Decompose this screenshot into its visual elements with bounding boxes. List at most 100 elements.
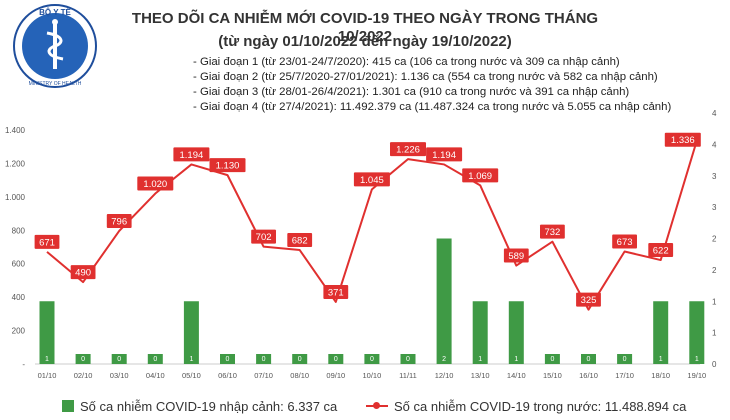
x-tick-label: 06/10 (218, 371, 237, 380)
bar-data-label: 1 (659, 356, 663, 363)
y-right-tick-label: 2 (712, 266, 717, 275)
legend-line-swatch (366, 402, 388, 409)
line-data-label: 589 (508, 251, 524, 262)
line-label-box (503, 248, 529, 263)
line-data-label: 1.226 (396, 145, 420, 156)
x-tick-label: 10/10 (363, 371, 382, 380)
x-tick-label: 01/10 (38, 371, 57, 380)
x-tick-label: 04/10 (146, 371, 165, 380)
y-left-tick-label: 1.000 (5, 193, 26, 202)
line-data-label: 732 (544, 227, 560, 238)
bar-mark (328, 354, 344, 364)
bar-data-label: 0 (117, 356, 121, 363)
line-data-label: 1.130 (216, 161, 240, 172)
bar-data-label: 0 (587, 356, 591, 363)
phase-3-text: - Giai đoạn 3 (từ 28/01-26/4/2021): 1.30… (193, 86, 630, 98)
x-tick-label: 16/10 (579, 371, 598, 380)
bar-data-label: 0 (623, 356, 627, 363)
line-data-label: 371 (328, 287, 344, 298)
y-left-tick-label: - (22, 360, 25, 369)
legend-bar-swatch (62, 400, 74, 412)
chart-subtitle: (từ ngày 01/10/2022 đến ngày 19/10/2022) (218, 33, 512, 50)
bar-data-label: 1 (45, 356, 49, 363)
y-left-tick-label: 600 (12, 260, 26, 269)
line-label-box (323, 284, 349, 299)
x-tick-label: 15/10 (543, 371, 562, 380)
line-data-label: 1.336 (671, 135, 695, 146)
line-data-label: 1.045 (360, 175, 384, 186)
bar-mark (617, 354, 633, 364)
line-label-box (353, 172, 390, 187)
line-label-box (106, 213, 132, 228)
bar-mark (111, 354, 127, 364)
x-tick-label: 08/10 (290, 371, 309, 380)
line-data-label: 1.194 (180, 150, 204, 161)
line-data-label: 1.194 (432, 150, 456, 161)
line-data-label: 796 (111, 216, 127, 227)
x-tick-label: 14/10 (507, 371, 526, 380)
line-label-box (540, 224, 565, 239)
x-tick-label: 02/10 (74, 371, 93, 380)
bar-data-label: 1 (478, 356, 482, 363)
x-tick-label: 05/10 (182, 371, 201, 380)
y-right-tick-label: 4 (712, 109, 717, 118)
x-tick-label: 03/10 (110, 371, 129, 380)
line-data-label: 702 (256, 232, 272, 243)
line-data-label: 1.020 (143, 179, 167, 190)
logo-text: BỘ Y TẾ (39, 7, 71, 17)
x-tick-label: 09/10 (326, 371, 345, 380)
line-label-box (664, 132, 701, 147)
bar-mark (508, 301, 524, 364)
bar-data-label: 0 (334, 356, 338, 363)
line-data-label: 622 (653, 246, 669, 257)
bar-data-label: 0 (406, 356, 410, 363)
x-tick-label: 07/10 (254, 371, 273, 380)
bar-mark (472, 301, 488, 364)
line-label-box (251, 229, 276, 244)
legend-line-label: Số ca nhiễm COVID-19 trong nước: 11.488.… (394, 398, 687, 414)
bar-mark (39, 301, 55, 364)
bar-mark (581, 354, 596, 364)
line-label-box (173, 147, 210, 162)
bar-mark (653, 301, 669, 364)
bar-data-label: 1 (514, 356, 518, 363)
bar-data-label: 0 (153, 356, 157, 363)
bar-mark (292, 354, 308, 364)
line-label-box (137, 176, 174, 191)
line-label-box (426, 147, 463, 162)
bar-data-label: 0 (298, 356, 302, 363)
bar-data-label: 1 (189, 356, 193, 363)
line-data-label: 673 (617, 237, 633, 248)
y-right-tick-label: 1 (712, 297, 717, 306)
bar-mark (183, 301, 199, 364)
line-label-box (70, 265, 96, 280)
y-right-tick-label: 4 (712, 140, 717, 149)
bar-mark (75, 354, 91, 364)
x-tick-label: 19/10 (687, 371, 706, 380)
bar-data-label: 0 (550, 356, 554, 363)
x-tick-label: 13/10 (471, 371, 490, 380)
x-tick-label: 17/10 (615, 371, 634, 380)
legend-bar-label: Số ca nhiễm COVID-19 nhập cảnh: 6.337 ca (80, 398, 338, 414)
bar-mark (544, 354, 560, 364)
y-right-tick-label: 0 (712, 360, 717, 369)
line-data-label: 1.069 (468, 171, 492, 182)
line-label-box (390, 142, 426, 157)
y-left-tick-label: 200 (12, 327, 26, 336)
ministry-of-health-logo: BỘ Y TẾ MINISTRY OF HEALTH (13, 4, 97, 88)
bar-data-label: 1 (695, 356, 699, 363)
bar-mark (689, 301, 705, 364)
bar-mark (400, 354, 416, 364)
x-tick-label: 18/10 (651, 371, 670, 380)
line-label-box (34, 234, 60, 249)
phase-2-text: - Giai đoạn 2 (từ 25/7/2020-27/01/2021):… (193, 71, 658, 83)
bar-mark (256, 354, 272, 364)
phase-4-text: - Giai đoạn 4 (từ 27/4/2021): 11.492.379… (193, 101, 672, 113)
line-data-label: 682 (292, 236, 308, 247)
line-data-label: 490 (75, 268, 91, 279)
y-left-tick-label: 1.200 (5, 159, 26, 168)
y-left-tick-label: 1.400 (5, 126, 26, 135)
bar-data-label: 2 (442, 356, 446, 363)
line-label-box (576, 292, 601, 307)
